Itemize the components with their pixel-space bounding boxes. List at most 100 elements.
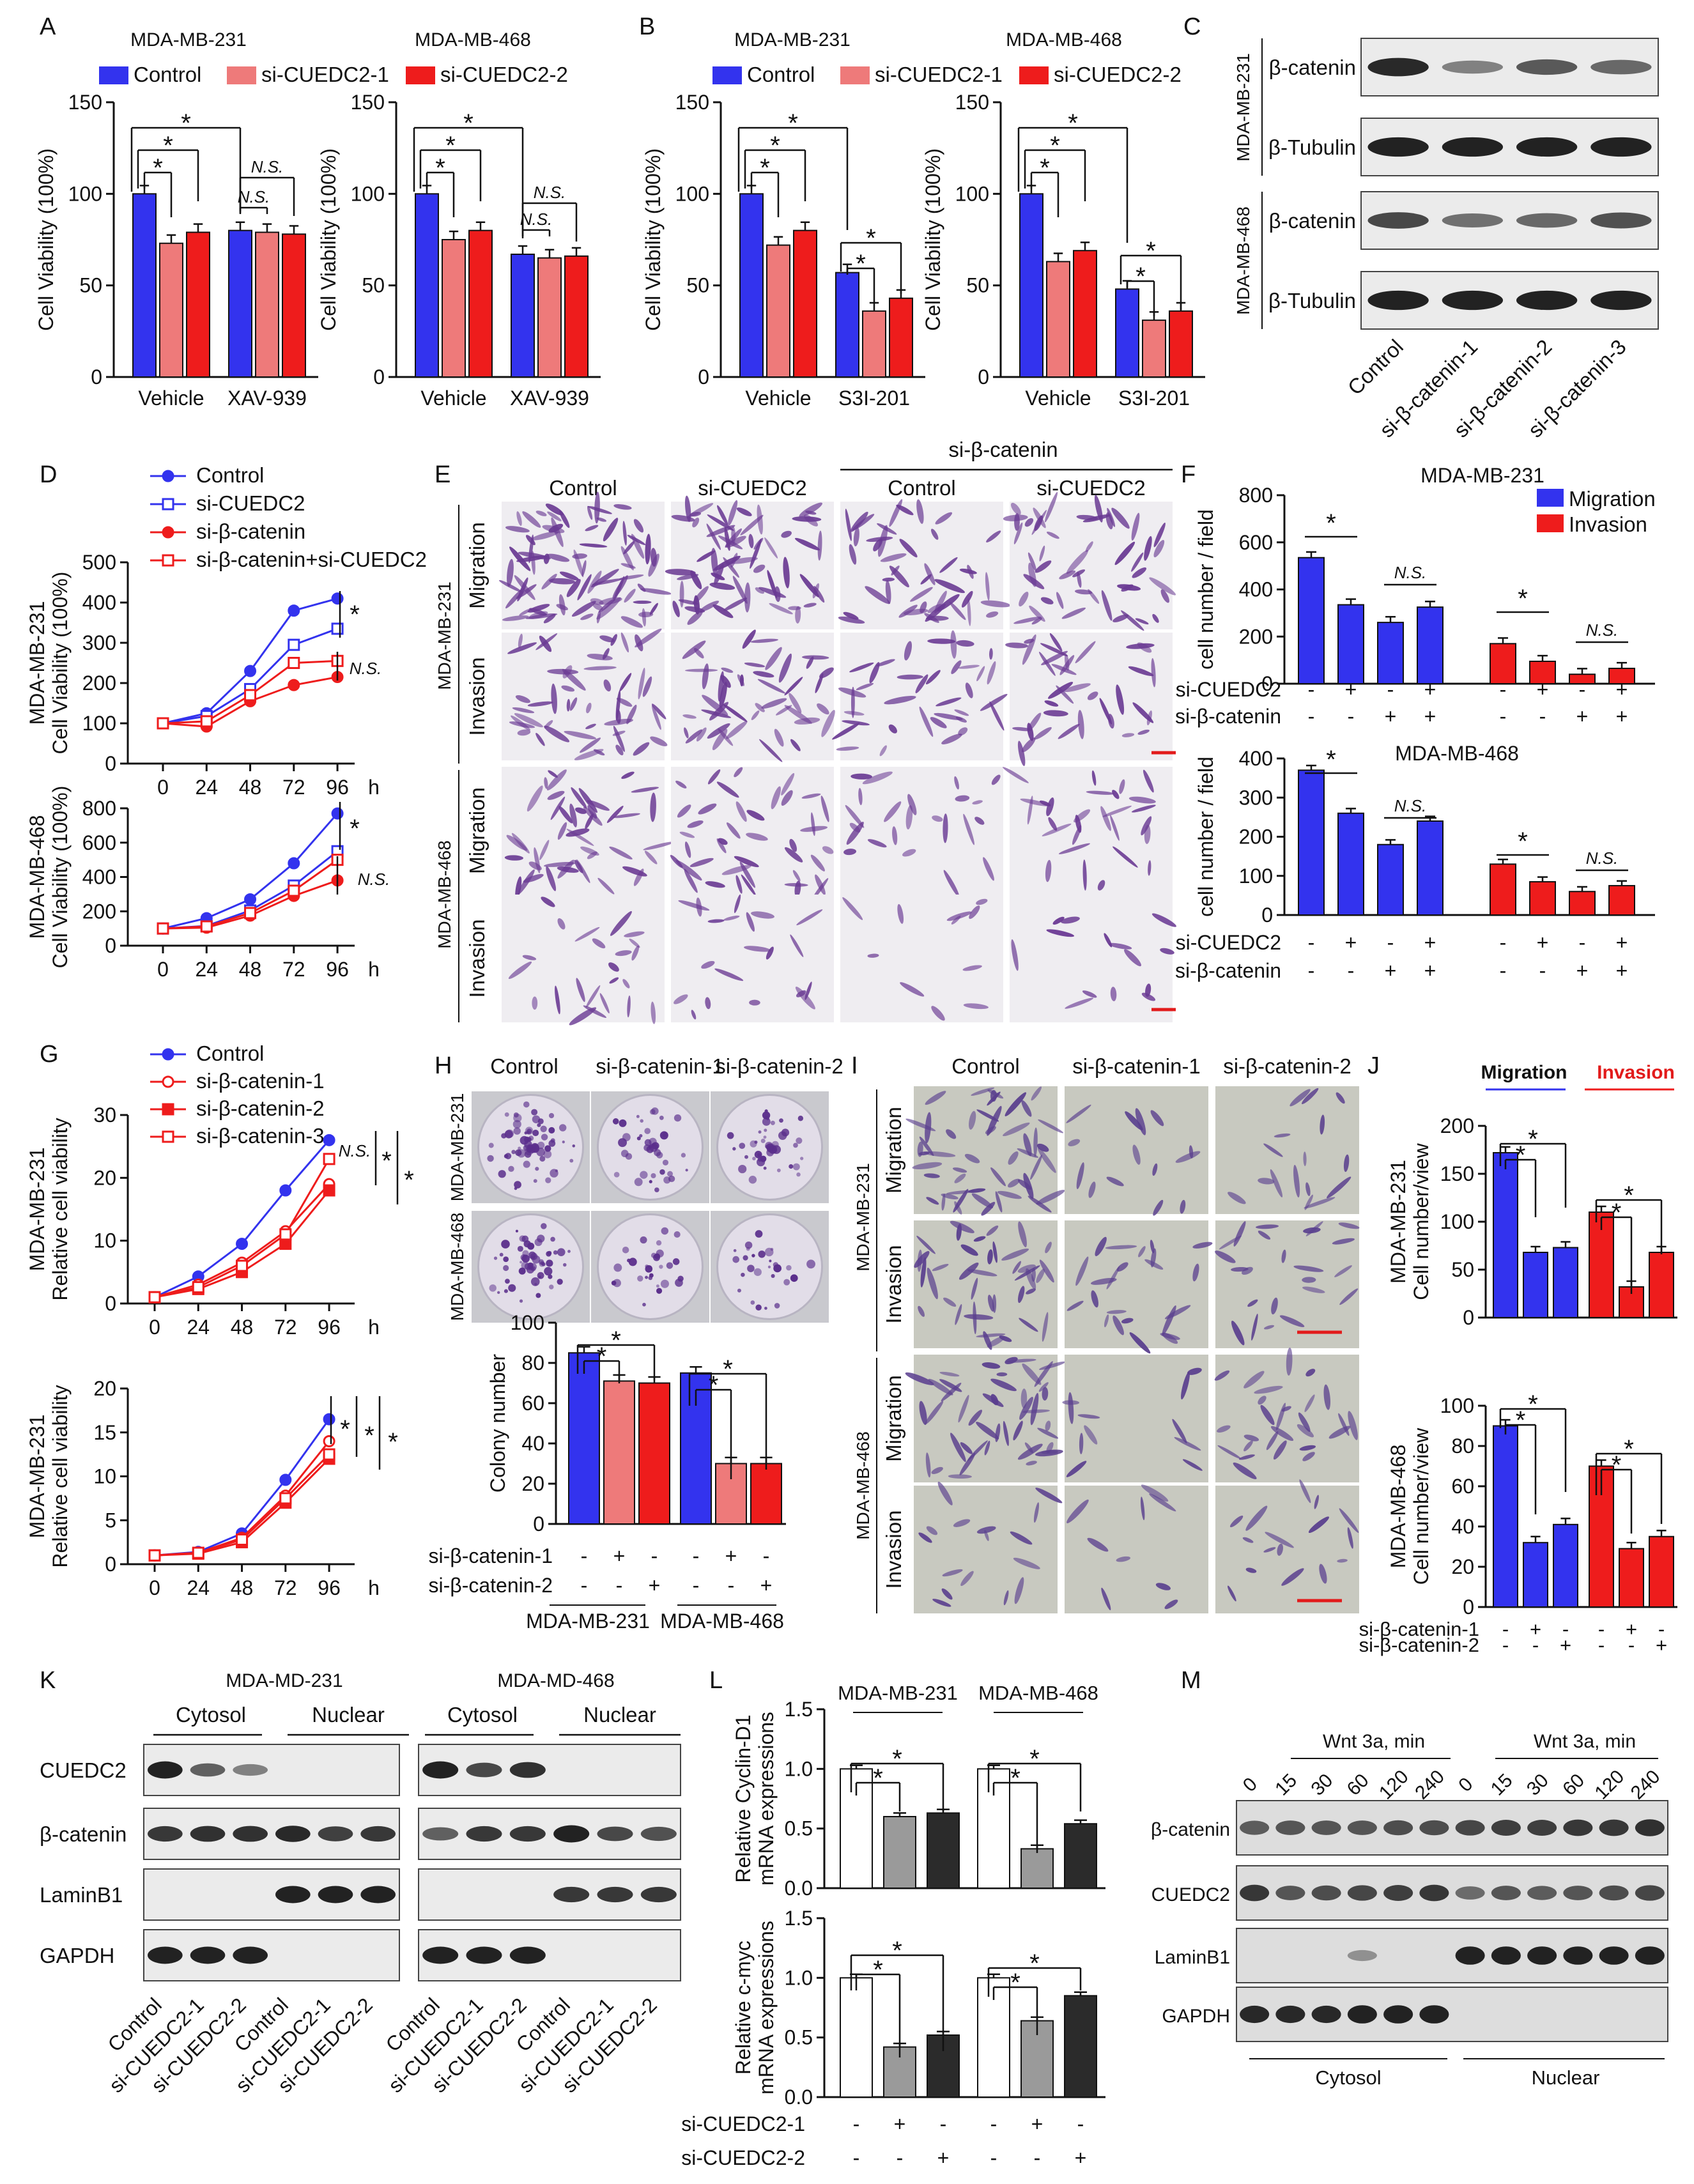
cell-mark xyxy=(1046,532,1059,539)
timepoint-label: 120 xyxy=(1375,1766,1413,1804)
colony-mark xyxy=(537,1234,545,1243)
cell-mark xyxy=(1228,1585,1236,1602)
star-label: * xyxy=(1050,132,1060,160)
ns-label: N.S. xyxy=(520,210,553,229)
cell-mark xyxy=(1175,1151,1201,1163)
star-label: * xyxy=(1528,1390,1538,1419)
chart-title: MDA-MB-468 xyxy=(1395,742,1519,765)
panel-letter: J xyxy=(1367,1052,1380,1079)
cell-mark xyxy=(1106,1176,1124,1187)
bar-rect xyxy=(442,239,466,378)
cell-mark xyxy=(651,704,666,719)
blot-band xyxy=(1527,1946,1557,1965)
treatment-sign: - xyxy=(1539,959,1546,982)
cell-mark xyxy=(1052,916,1065,925)
timepoint-label: 30 xyxy=(1307,1770,1337,1800)
colony-mark xyxy=(558,1124,567,1132)
colony-mark xyxy=(806,1259,815,1269)
chart-title: MDA-MB-231 xyxy=(734,29,851,50)
treatment-sign: - xyxy=(1562,1618,1569,1640)
blot-background xyxy=(418,1808,681,1860)
cell-mark xyxy=(1116,684,1125,715)
cell-mark xyxy=(707,723,730,739)
cell-mark xyxy=(1260,1404,1275,1426)
cell-mark xyxy=(603,679,612,692)
cell-mark xyxy=(610,634,617,646)
cell-mark xyxy=(936,697,962,707)
y-tick-label: 0.0 xyxy=(785,1877,813,1900)
cell-mark xyxy=(815,874,826,895)
bar-rect xyxy=(793,229,817,378)
cell-mark xyxy=(869,662,880,684)
bar-A1-0-1 xyxy=(159,234,183,378)
y-tick-label: 100 xyxy=(1440,1394,1474,1417)
cell-mark xyxy=(737,674,744,686)
colony-mark xyxy=(517,1245,523,1252)
cell-mark xyxy=(958,665,980,669)
blot-band xyxy=(1455,1886,1485,1900)
y-tick-label: 60 xyxy=(521,1392,544,1415)
cell-mark xyxy=(963,1003,989,1010)
cell-mark xyxy=(509,546,531,571)
cell-mark xyxy=(1024,1442,1033,1454)
colony-mark xyxy=(793,1142,798,1148)
colony-mark xyxy=(534,1282,537,1286)
treatment-sign: - xyxy=(1502,1618,1509,1640)
bar-rect xyxy=(1337,604,1364,684)
cell-mark xyxy=(761,698,787,709)
cell-mark xyxy=(765,647,782,670)
cell-mark xyxy=(1061,916,1080,924)
treatment-sign: - xyxy=(1348,705,1355,728)
star-label: * xyxy=(597,1342,607,1371)
y-tick-label: 100 xyxy=(82,712,116,735)
y-tick-label: 0 xyxy=(1261,672,1273,695)
bar-rect xyxy=(840,1977,873,2098)
cell-mark xyxy=(1153,1199,1164,1216)
colony-mark xyxy=(732,1256,740,1263)
ns-label: N.S. xyxy=(339,1141,371,1160)
cell-mark xyxy=(1152,613,1159,623)
blot-row-label: LaminB1 xyxy=(40,1883,123,1907)
cell-mark xyxy=(1299,1479,1311,1503)
blot-band xyxy=(148,1826,183,1842)
panel-letter: E xyxy=(435,461,450,488)
legend-label: Migration xyxy=(1569,487,1656,511)
data-point xyxy=(323,1184,335,1197)
bar-L1-1-2 xyxy=(1064,1819,1097,1889)
micrograph-i xyxy=(905,1086,1065,1216)
cell-line-label: MDA-MB-468 xyxy=(1233,206,1253,315)
bar-rect xyxy=(1490,643,1516,684)
cell-mark xyxy=(849,662,874,673)
cell-mark xyxy=(631,787,659,793)
blot-band xyxy=(1347,1949,1377,1962)
colony-mark xyxy=(738,1164,747,1174)
colony-mark xyxy=(533,1179,537,1183)
cell-mark xyxy=(1105,1245,1137,1250)
bar-A2-1-2 xyxy=(564,247,589,378)
cell-line-label: MDA-MB-468 xyxy=(447,1213,467,1321)
bar-rect xyxy=(603,1380,635,1525)
cell-mark xyxy=(1304,1394,1315,1412)
y-axis-title: MDA-MB-231 xyxy=(26,1148,49,1272)
cell-mark xyxy=(678,900,710,911)
bar-rect xyxy=(883,1816,916,1889)
colony-mark xyxy=(543,1150,552,1158)
y-tick-label: 400 xyxy=(82,591,116,614)
cell-mark xyxy=(1214,1370,1230,1381)
cell-mark xyxy=(511,715,531,731)
blot-m-row xyxy=(1236,1800,1668,1856)
cell-mark xyxy=(585,985,601,1008)
blot-band xyxy=(1367,58,1429,77)
colony-mark xyxy=(569,1158,574,1163)
treatment-label: si-CUEDC2 xyxy=(1176,931,1281,954)
x-tick-label: 72 xyxy=(274,1316,297,1339)
significance-bracket: N.S. xyxy=(521,183,578,242)
category-label: Vehicle xyxy=(745,387,811,410)
bar-rect xyxy=(1115,288,1139,378)
colony-mark xyxy=(741,1272,745,1277)
micrograph-e xyxy=(1003,767,1173,895)
cell-mark xyxy=(548,770,558,778)
cell-mark xyxy=(838,616,865,624)
cell-mark xyxy=(1305,1221,1323,1236)
blot-band xyxy=(1635,1819,1665,1836)
